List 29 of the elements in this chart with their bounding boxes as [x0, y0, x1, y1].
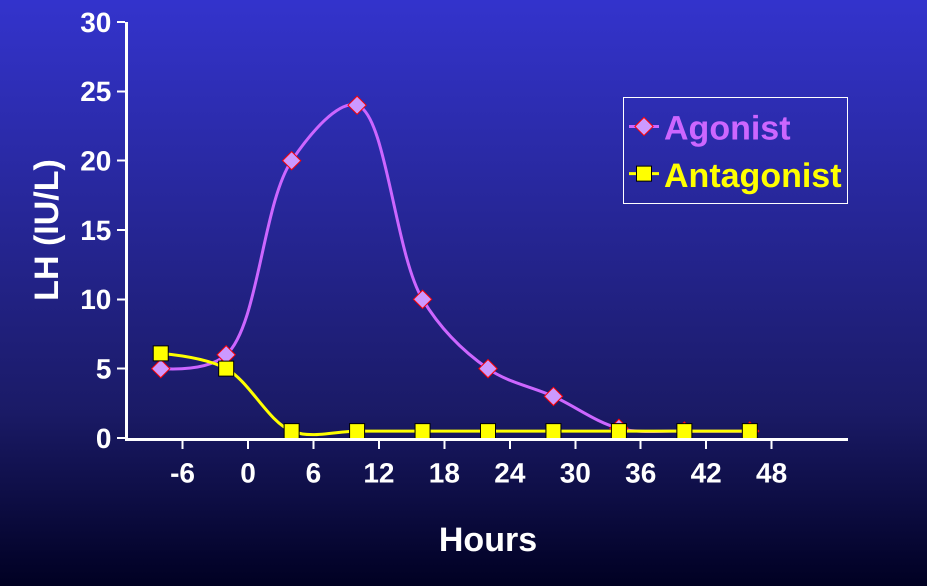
point	[349, 423, 366, 438]
x-tick-label: -6	[170, 458, 196, 489]
y-axis-title: LH (IU/L)	[28, 159, 66, 301]
x-tick-label: 42	[690, 458, 722, 489]
y-tick-label: 30	[80, 6, 112, 38]
x-tick-label: 18	[428, 458, 460, 489]
x-tick-label: 0	[240, 458, 256, 489]
x-tick-label: 12	[363, 458, 394, 489]
x-axis-title: Hours	[438, 520, 538, 559]
x-tick-label: 36	[625, 458, 656, 489]
y-tick-label: 20	[80, 145, 112, 176]
y-tick-label: 25	[80, 76, 112, 108]
x-tick-label: 24	[494, 458, 526, 489]
x-tick-label: 48	[756, 458, 788, 489]
point	[414, 423, 431, 438]
y-tick-label: 5	[96, 353, 112, 384]
point	[152, 345, 169, 362]
legend-label: Antagonist	[664, 156, 842, 195]
point	[610, 423, 627, 438]
point	[218, 360, 234, 377]
legend-label: Agonist	[664, 110, 791, 148]
y-tick-label: 0	[96, 422, 112, 454]
x-tick-label: 6	[306, 458, 322, 489]
point	[480, 423, 496, 438]
y-tick-label: 15	[80, 214, 112, 246]
point	[284, 423, 300, 438]
point	[545, 423, 562, 438]
x-tick-label: 30	[560, 458, 591, 489]
y-tick-label: 10	[80, 284, 112, 316]
